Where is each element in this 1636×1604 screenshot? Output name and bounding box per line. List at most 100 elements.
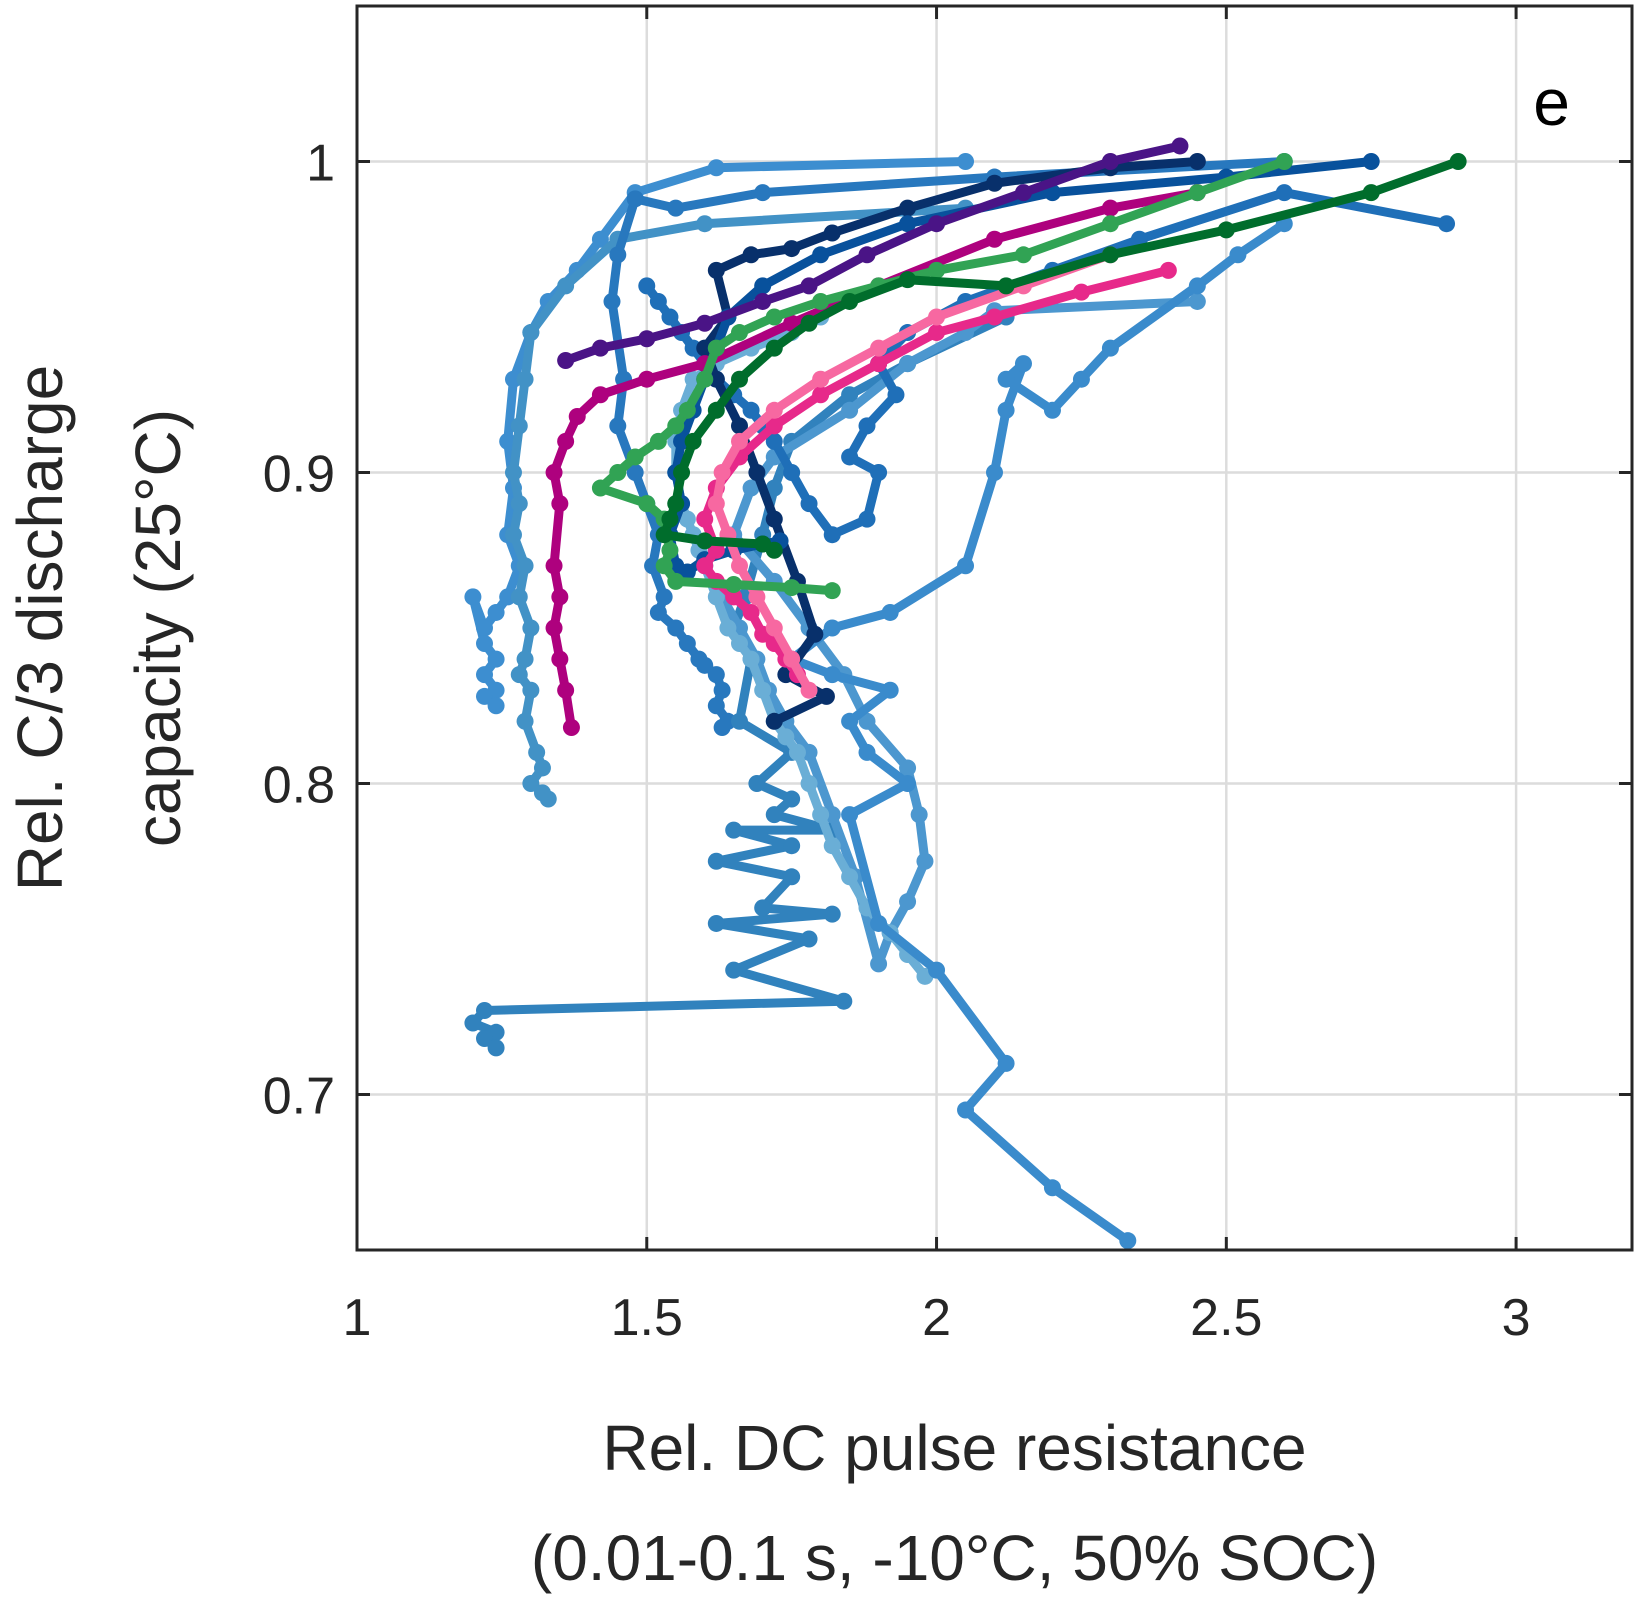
- data-point: [823, 905, 841, 923]
- data-point: [707, 495, 725, 513]
- data-point: [823, 619, 841, 637]
- data-point: [1159, 261, 1177, 279]
- data-point: [765, 401, 783, 419]
- data-point: [783, 240, 801, 258]
- data-point: [557, 352, 575, 370]
- data-point: [476, 687, 493, 705]
- data-point: [551, 650, 569, 668]
- data-point: [812, 370, 830, 388]
- data-point: [1101, 153, 1119, 170]
- data-point: [533, 759, 551, 777]
- data-point: [765, 339, 783, 357]
- data-point: [626, 190, 644, 208]
- data-point: [800, 930, 818, 948]
- data-point: [591, 230, 609, 248]
- x-axis-title-line-1: Rel. DC pulse resistance: [602, 1412, 1306, 1484]
- data-point: [731, 712, 748, 730]
- data-point: [858, 417, 876, 435]
- data-point: [476, 619, 493, 637]
- data-point: [557, 681, 575, 699]
- data-point: [748, 588, 766, 606]
- data-point: [916, 852, 934, 870]
- data-point: [591, 386, 609, 404]
- data-point: [528, 743, 546, 761]
- data-point: [476, 635, 493, 653]
- data-point: [504, 526, 522, 544]
- data-point: [487, 697, 505, 715]
- data-point: [707, 697, 725, 715]
- data-point: [899, 199, 917, 217]
- data-point: [858, 743, 876, 761]
- data-point: [899, 893, 917, 911]
- data-point: [510, 666, 528, 684]
- data-point: [1014, 184, 1032, 202]
- data-point: [841, 292, 859, 310]
- data-point: [783, 868, 801, 886]
- series-line: [607, 157, 1289, 732]
- data-point: [510, 417, 528, 435]
- data-point: [551, 588, 569, 606]
- data-point: [1119, 1232, 1137, 1250]
- data-point: [1188, 153, 1206, 170]
- data-point: [725, 588, 743, 606]
- data-point: [858, 246, 876, 264]
- y-tick-label: 0.8: [263, 757, 335, 815]
- data-point: [765, 308, 783, 326]
- data-point: [516, 712, 534, 730]
- data-point: [870, 339, 888, 357]
- data-point: [522, 619, 540, 637]
- data-point: [997, 401, 1015, 419]
- x-axis-title-line-2: (0.01-0.1 s, -10°C, 50% SOC): [531, 1522, 1378, 1594]
- data-point: [731, 635, 748, 653]
- data-point: [713, 464, 731, 481]
- x-tick-label: 1: [343, 1289, 372, 1347]
- data-point: [504, 464, 522, 481]
- data-point: [870, 914, 888, 932]
- data-point: [748, 464, 766, 481]
- data-point: [707, 159, 725, 177]
- data-point: [841, 868, 859, 886]
- data-point: [986, 308, 1003, 326]
- data-point: [713, 681, 731, 699]
- data-point: [719, 619, 737, 637]
- data-point: [678, 510, 696, 528]
- data-point: [725, 821, 743, 839]
- panel-label: e: [1533, 65, 1570, 139]
- data-point: [742, 603, 760, 621]
- data-point: [957, 557, 975, 575]
- data-point: [603, 292, 621, 310]
- data-point: [696, 215, 714, 233]
- data-point: [667, 417, 685, 435]
- data-point: [545, 464, 563, 481]
- data-point: [997, 370, 1015, 388]
- data-point: [754, 292, 772, 310]
- data-point: [997, 277, 1015, 295]
- data-point: [928, 308, 946, 326]
- data-point: [731, 432, 748, 450]
- data-point: [742, 246, 760, 264]
- data-point: [1217, 221, 1235, 239]
- data-point: [887, 386, 905, 404]
- data-point: [707, 588, 725, 606]
- data-point: [986, 230, 1003, 248]
- data-point: [609, 417, 627, 435]
- data-point: [655, 588, 673, 606]
- data-point: [516, 557, 534, 575]
- data-point: [742, 479, 760, 497]
- data-point: [696, 510, 714, 528]
- data-point: [823, 224, 841, 242]
- data-point: [1072, 283, 1090, 301]
- data-point: [899, 215, 917, 233]
- data-point: [1362, 153, 1380, 170]
- data-point: [667, 199, 685, 217]
- data-point: [841, 712, 859, 730]
- data-point: [476, 666, 493, 684]
- data-point: [957, 1101, 975, 1119]
- y-tick-label: 0.7: [263, 1068, 335, 1126]
- data-point: [899, 775, 917, 792]
- data-point: [765, 432, 783, 450]
- data-point: [1188, 292, 1206, 310]
- data-point: [899, 271, 917, 289]
- data-point: [655, 557, 673, 575]
